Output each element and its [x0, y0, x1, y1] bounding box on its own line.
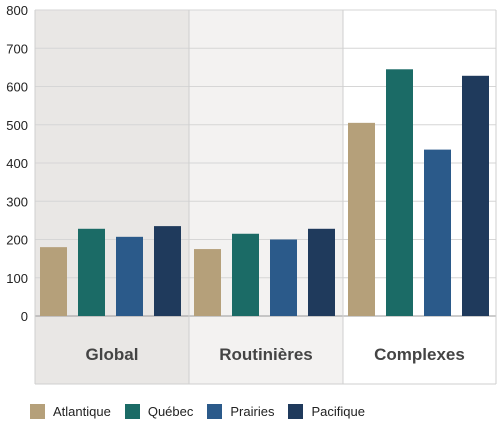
legend: Atlantique Québec Prairies Pacifique: [30, 404, 379, 419]
bar-pacifique-routinières: [308, 228, 335, 316]
bar-prairies-global: [116, 236, 143, 316]
bar-atlantique-complexes: [348, 122, 375, 317]
y-tick-label: 200: [6, 233, 28, 248]
y-tick-label: 500: [6, 118, 28, 133]
legend-item: Pacifique: [288, 404, 365, 419]
category-label: Complexes: [374, 345, 465, 364]
bar-québec-routinières: [232, 233, 259, 316]
y-tick-label: 0: [21, 309, 28, 324]
bar-prairies-complexes: [424, 149, 451, 316]
legend-item: Prairies: [207, 404, 274, 419]
gridlines: [34, 9, 497, 385]
group-background: [189, 10, 343, 384]
y-tick-label: 700: [6, 41, 28, 56]
legend-item: Québec: [124, 404, 194, 419]
legend-label: Pacifique: [311, 404, 365, 419]
bar-pacifique-global: [154, 226, 181, 316]
category-labels: Global Routinières Complexes: [86, 345, 465, 364]
bar-atlantique-routinières: [194, 249, 221, 316]
bars: [40, 69, 489, 317]
bar-chart: 0 100 200 300 400 500 600 700 800 Global Routiniè…: [6, 3, 497, 385]
y-tick-label: 600: [6, 80, 28, 95]
y-axis-ticks: 0 100 200 300 400 500 600 700 800: [6, 3, 28, 324]
legend-swatch: [288, 404, 304, 419]
legend-swatch: [124, 404, 140, 419]
category-label: Routinières: [219, 345, 313, 364]
legend-item: Atlantique: [30, 404, 111, 419]
legend-swatch: [207, 404, 223, 419]
y-tick-label: 100: [6, 271, 28, 286]
legend-label: Prairies: [230, 404, 275, 419]
category-label: Global: [86, 345, 139, 364]
y-tick-label: 400: [6, 156, 28, 171]
bar-québec-complexes: [386, 69, 413, 316]
y-tick-label: 300: [6, 194, 28, 209]
bar-atlantique-global: [40, 247, 67, 316]
bar-québec-global: [78, 228, 105, 316]
y-tick-label: 800: [6, 3, 28, 18]
group-background: [35, 10, 189, 384]
legend-label: Atlantique: [53, 404, 111, 419]
legend-label: Québec: [147, 404, 194, 419]
bar-pacifique-complexes: [462, 75, 489, 316]
legend-swatch: [30, 404, 45, 419]
bar-prairies-routinières: [270, 239, 297, 316]
